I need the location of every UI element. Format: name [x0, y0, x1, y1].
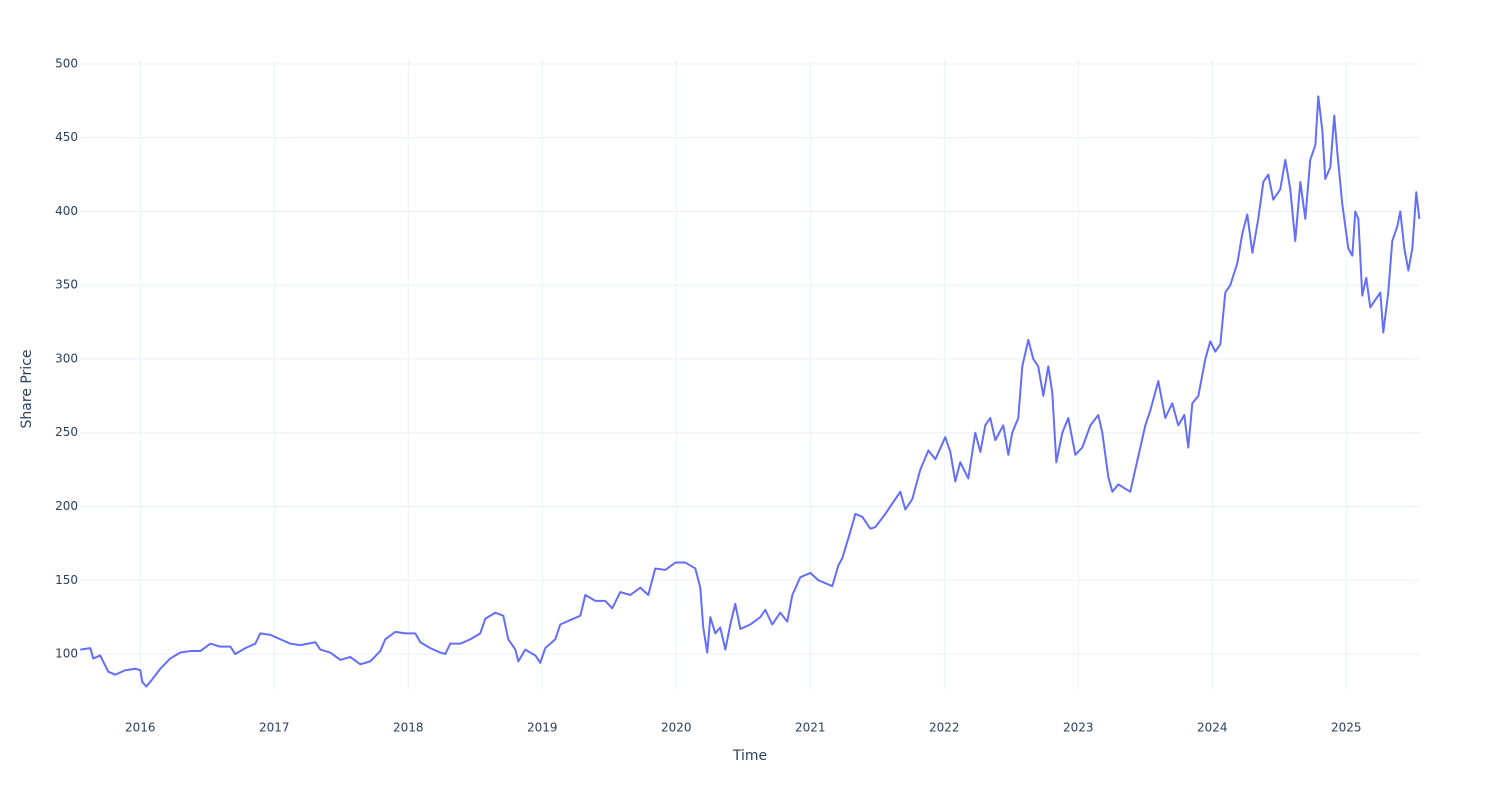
y-tick-label: 200	[55, 499, 78, 513]
plot-area	[80, 95, 1421, 688]
y-tick-label: 150	[55, 573, 78, 587]
x-tick-label: 2025	[1331, 721, 1362, 735]
axes: 100 150 200 250 300 350 400 450 500 2016 2017 2018 2…	[55, 56, 1361, 734]
y-tick-label: 100	[55, 647, 78, 661]
y-axis-title: Share Price	[19, 349, 35, 428]
y-tick-label: 500	[55, 56, 78, 70]
x-tick-label: 2017	[259, 721, 290, 735]
y-tick-label: 300	[55, 351, 78, 365]
x-tick-label: 2023	[1063, 721, 1094, 735]
grid	[80, 60, 1420, 690]
y-tick-label: 400	[55, 204, 78, 218]
x-tick-label: 2022	[929, 721, 960, 735]
x-axis-title: Time	[732, 748, 767, 764]
x-tick-label: 2019	[527, 721, 558, 735]
x-tick-label: 2016	[125, 721, 156, 735]
x-tick-label: 2020	[661, 721, 692, 735]
y-tick-label: 450	[55, 130, 78, 144]
price-line	[80, 95, 1421, 688]
x-tick-label: 2024	[1197, 721, 1228, 735]
x-tick-label: 2018	[393, 721, 424, 735]
y-tick-label: 350	[55, 278, 78, 292]
y-tick-label: 250	[55, 425, 78, 439]
x-tick-label: 2021	[795, 721, 826, 735]
